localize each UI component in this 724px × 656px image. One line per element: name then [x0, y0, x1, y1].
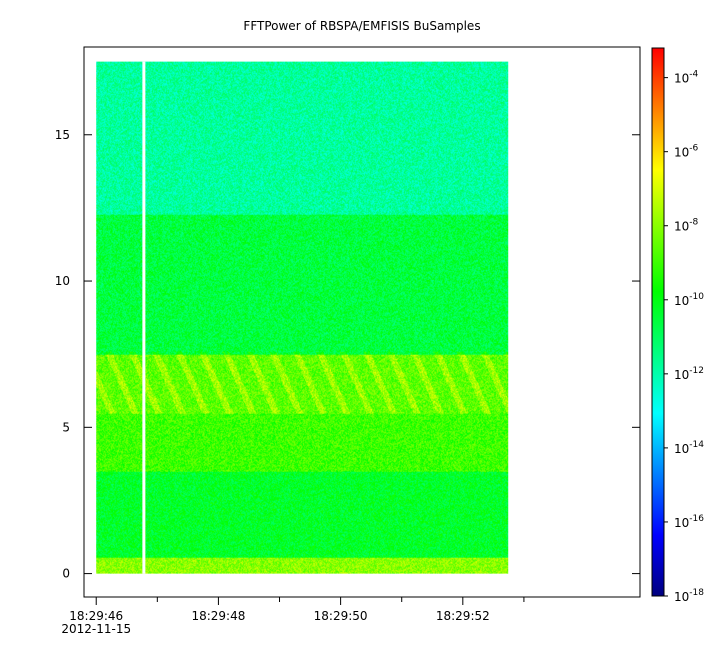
colorbar-tick-label: 10-10 [674, 292, 704, 308]
x-tick-label: 18:29:46 [69, 609, 123, 623]
colorbar-tick-label: 10-14 [674, 440, 704, 456]
colorbar-tick-label: 10-6 [674, 144, 699, 160]
x-tick-label: 18:29:52 [436, 609, 490, 623]
y-axis: 0 5 10 15 [55, 128, 640, 581]
colorbar: 10-4 10-6 10-8 10-10 10-12 10-14 10-16 10-18 [651, 47, 704, 604]
colorbar-gradient [651, 47, 665, 597]
chart-title: FFTPower of RBSPA/EMFISIS BuSamples [243, 19, 480, 33]
y-tick-label: 10 [55, 274, 70, 288]
x-tick-label: 18:29:50 [314, 609, 368, 623]
colorbar-tick-label: 10-4 [674, 70, 699, 86]
colorbar-tick-label: 10-18 [674, 588, 704, 604]
colorbar-tick-label: 10-12 [674, 366, 704, 382]
y-tick-label: 15 [55, 128, 70, 142]
y-tick-label: 5 [62, 420, 70, 434]
y-tick-label: 0 [62, 567, 70, 581]
colorbar-tick-label: 10-16 [674, 514, 704, 530]
heatmap-layer [96, 61, 509, 574]
data-gap-layer [142, 61, 146, 574]
x-tick-date-label: 2012-11-15 [61, 622, 131, 636]
spectrogram-image [96, 61, 509, 574]
data-gap [142, 61, 146, 574]
x-tick-label: 18:29:48 [191, 609, 245, 623]
plot-frame [83, 46, 641, 598]
colorbar-tick-label: 10-8 [674, 218, 699, 234]
